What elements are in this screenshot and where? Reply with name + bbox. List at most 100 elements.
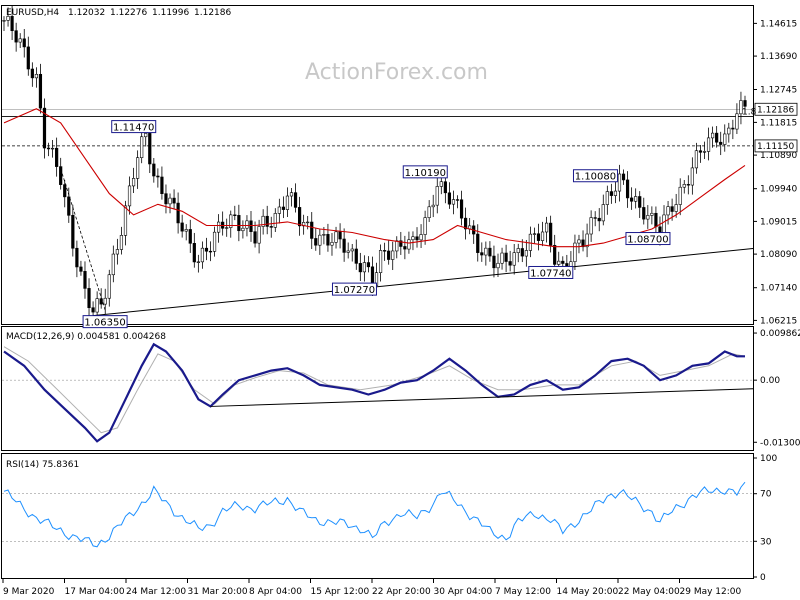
pivot-label: 1.10190	[405, 168, 446, 179]
date-tick-label: 31 Mar 20:00	[188, 587, 248, 597]
candle-body	[10, 16, 14, 32]
candle-body	[2, 20, 6, 22]
price-tick-label: 1.06215	[760, 316, 797, 326]
pivot-label: 1.08700	[627, 235, 668, 246]
ohlc-open: 1.12032	[68, 8, 105, 18]
candle-body	[6, 16, 10, 21]
candle-body	[395, 240, 399, 252]
candle-body	[488, 247, 492, 257]
pivot-label: 1.10080	[575, 172, 616, 183]
candle-body	[678, 186, 682, 205]
date-tick-label: 7 May 12:00	[495, 587, 551, 597]
candle-body	[168, 197, 172, 205]
pivot-label-box	[625, 232, 671, 246]
candle-body	[447, 192, 452, 205]
date-tick-label: 9 Mar 2020	[3, 587, 55, 597]
candle-body	[512, 252, 516, 266]
candle-body	[277, 206, 281, 214]
candle-body	[508, 261, 512, 266]
candle-body	[75, 247, 79, 268]
candle-body	[617, 173, 622, 192]
candle-body	[411, 236, 415, 241]
candle-body	[152, 163, 156, 177]
candle-body	[346, 250, 350, 253]
date-tick-label: 14 May 20:00	[557, 587, 619, 597]
pivot-label-box	[402, 165, 448, 179]
candle-body	[281, 206, 285, 210]
candle-body	[443, 181, 447, 194]
candle-body	[715, 132, 719, 143]
candle-body	[455, 199, 460, 201]
candle-body	[670, 206, 674, 212]
rsi-tick-label: 70	[760, 490, 772, 500]
candle-body	[196, 261, 200, 263]
candle-body	[625, 179, 630, 199]
pivot-label: 1.11470	[113, 123, 154, 134]
macd-tick-label: 0.009862	[760, 329, 800, 339]
candle-body	[107, 274, 111, 299]
candle-body	[26, 46, 30, 70]
candle-body	[95, 298, 99, 313]
ohlc-low: 1.11996	[152, 8, 189, 18]
price-tick-label: 1.09940	[760, 185, 797, 195]
date-tick-label: 30 Apr 04:00	[434, 587, 493, 597]
watermark: ActionForex.com	[305, 60, 488, 85]
date-tick-label: 15 Apr 12:00	[311, 587, 370, 597]
candle-body	[265, 215, 269, 227]
macd-signal-line	[3, 346, 746, 434]
candle-body	[407, 239, 411, 250]
candle-body	[666, 206, 670, 216]
candle-body	[484, 247, 488, 256]
candle-body	[743, 100, 747, 107]
candle-body	[34, 73, 38, 79]
candle-body	[160, 176, 164, 194]
candle-body	[589, 217, 593, 235]
candle-body	[46, 147, 51, 150]
candle-body	[131, 178, 136, 187]
candle-body	[378, 250, 383, 273]
ohlc-high: 1.12276	[110, 8, 147, 18]
candle-body	[690, 167, 694, 186]
candle-body	[557, 260, 561, 265]
candle-body	[731, 127, 735, 130]
candle-body	[549, 222, 553, 246]
candle-body	[241, 227, 245, 232]
rsi-tick-label: 30	[760, 537, 772, 547]
macd-main-line	[3, 342, 745, 443]
candle-body	[516, 248, 520, 254]
candle-body	[601, 204, 605, 222]
candle-body	[225, 227, 229, 229]
date-tick-label: 29 May 12:00	[680, 587, 742, 597]
candle-body	[431, 204, 435, 208]
date-tick-label: 8 Apr 04:00	[249, 587, 302, 597]
candle-body	[204, 247, 209, 252]
ohlc-close: 1.12186	[194, 8, 231, 18]
candle-body	[706, 137, 711, 152]
candle-body	[354, 248, 358, 264]
candle-body	[711, 132, 715, 139]
candle-body	[561, 260, 565, 264]
candle-body	[148, 133, 152, 165]
candle-body	[18, 38, 22, 43]
candle-body	[156, 175, 160, 178]
candle-body	[164, 193, 168, 205]
candle-body	[613, 190, 618, 196]
level-side-mark: 1.8	[742, 108, 757, 118]
candle-body	[63, 184, 67, 198]
candle-body	[338, 231, 342, 240]
candle-body	[739, 100, 743, 115]
candle-body	[573, 242, 577, 262]
candle-body	[423, 217, 427, 235]
pivot-label-box	[111, 120, 157, 134]
candle-body	[735, 113, 739, 130]
candle-body	[318, 234, 322, 246]
candle-body	[435, 186, 439, 206]
macd-label: MACD(12,26,9) 0.004581 0.004268	[6, 332, 166, 342]
candle-body	[30, 68, 34, 79]
candle-body	[115, 249, 119, 255]
date-tick-label: 22 May 04:00	[618, 587, 680, 597]
candle-body	[727, 127, 731, 135]
candle-body	[59, 166, 63, 185]
candle-body	[593, 217, 597, 219]
